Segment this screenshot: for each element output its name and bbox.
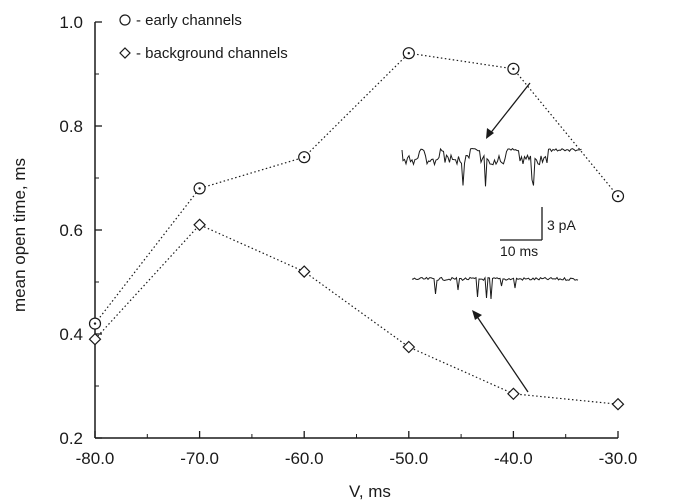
arrow-to-background-trace bbox=[475, 314, 529, 393]
data-point-circle-center bbox=[93, 322, 97, 325]
x-tick-label: -60.0 bbox=[285, 449, 324, 468]
x-tick-label: -40.0 bbox=[494, 449, 533, 468]
inset-trace-early bbox=[401, 82, 582, 187]
data-point-diamond bbox=[507, 387, 520, 401]
trace-early-channel-current bbox=[401, 147, 582, 187]
x-tick-label: -70.0 bbox=[180, 449, 219, 468]
y-tick-label: 1.0 bbox=[59, 13, 83, 32]
data-point-circle-center bbox=[198, 187, 201, 190]
data-point-circle-center bbox=[512, 67, 515, 71]
scale-bar: 3 pA 10 ms bbox=[500, 207, 576, 259]
series-background-channels bbox=[88, 218, 625, 411]
inset-trace-background bbox=[411, 276, 579, 393]
y-tick-label: 0.4 bbox=[59, 325, 83, 344]
legend-circle-marker bbox=[119, 14, 131, 26]
arrowhead-background bbox=[472, 310, 482, 320]
data-point-diamond bbox=[88, 332, 102, 346]
data-point-circle-center bbox=[303, 156, 306, 159]
data-point-diamond bbox=[611, 397, 625, 411]
x-axis-title: V, ms bbox=[349, 482, 391, 501]
x-ticks: -80.0 -70.0 -60.0 -50.0 -40.0 -30.0 bbox=[76, 431, 638, 468]
trace-background-channel-current bbox=[411, 276, 579, 300]
y-ticks: 0.2 0.4 0.6 0.8 1.0 bbox=[59, 13, 102, 448]
legend: - early channels - background channels bbox=[119, 12, 288, 62]
scale-bar-time-label: 10 ms bbox=[500, 243, 538, 259]
data-point-diamond bbox=[297, 265, 311, 278]
legend-label-early: - early channels bbox=[136, 12, 242, 29]
series-line bbox=[94, 224, 619, 405]
arrowhead-early bbox=[486, 128, 494, 139]
y-tick-label: 0.2 bbox=[59, 429, 83, 448]
data-point-diamond bbox=[193, 218, 206, 232]
data-point-circle-center bbox=[616, 195, 620, 198]
arrow-to-early-trace bbox=[488, 82, 531, 136]
y-tick-label: 0.8 bbox=[59, 117, 83, 136]
legend-diamond-marker bbox=[119, 47, 131, 59]
x-tick-label: -80.0 bbox=[76, 449, 115, 468]
series-line bbox=[94, 52, 619, 324]
data-point-circle-center bbox=[407, 52, 410, 55]
y-tick-label: 0.6 bbox=[59, 221, 83, 240]
scale-bar-current-label: 3 pA bbox=[547, 217, 576, 233]
data-point-diamond bbox=[402, 340, 416, 354]
x-tick-label: -50.0 bbox=[389, 449, 428, 468]
legend-label-background: - background channels bbox=[136, 45, 288, 62]
series-layer bbox=[88, 47, 625, 411]
y-axis-title: mean open time, ms bbox=[10, 158, 29, 312]
series-early-channels bbox=[88, 47, 625, 330]
x-tick-label: -30.0 bbox=[599, 449, 638, 468]
axes: 0.2 0.4 0.6 0.8 1.0 -80.0 -70.0 -60.0 -50.0 -40.… bbox=[59, 13, 637, 468]
